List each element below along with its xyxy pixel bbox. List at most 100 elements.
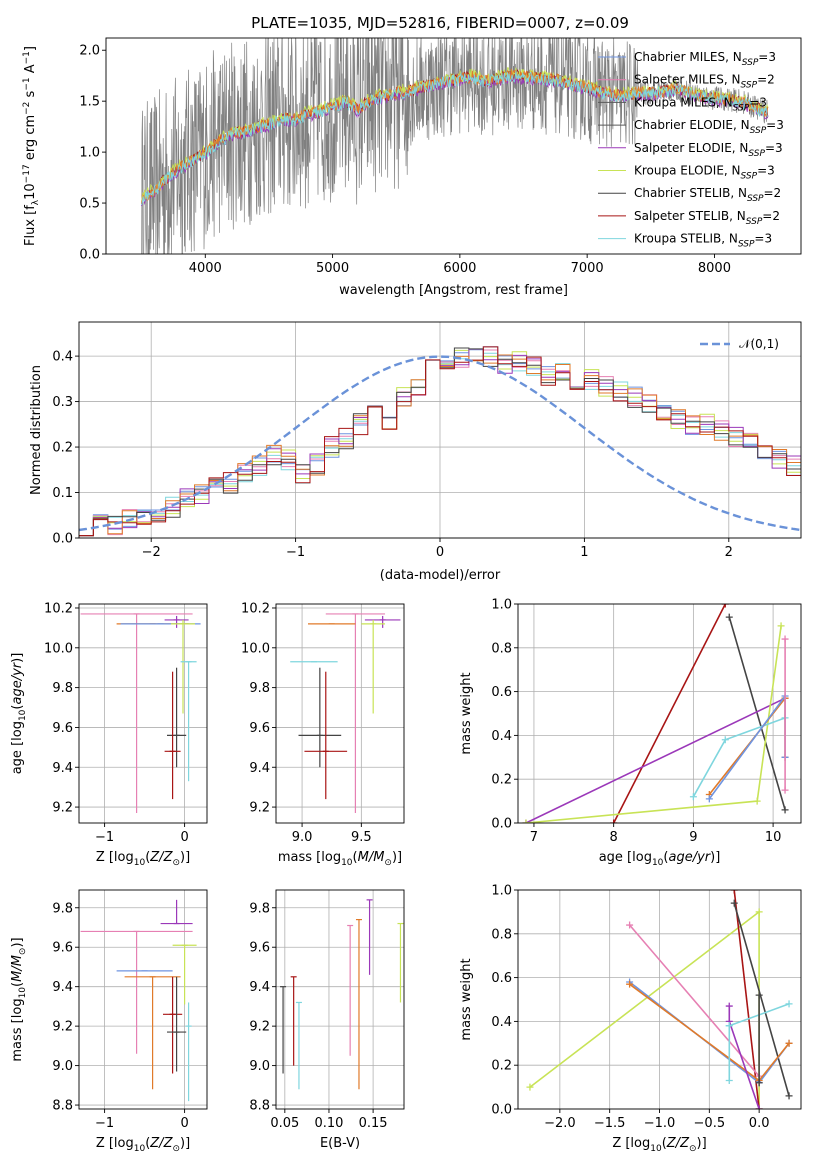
- mass-vs-ebv-panel: 0.05 0.10 0.15 8.8 9.0 9.2 9.4 9.6 9.8 E(B-V): [249, 889, 405, 1151]
- y-tick-label: 0.4: [491, 729, 512, 744]
- axes-frame: [105, 37, 802, 255]
- legend-entry: Chabrier STELIB, NSSP=2: [634, 186, 781, 204]
- y-tick-label: 0.4: [52, 350, 73, 365]
- y-tick-label: 9.8: [249, 901, 270, 916]
- weight-marker: [610, 819, 618, 823]
- y-tick-label: 0.6: [491, 971, 512, 986]
- y-tick-label: 0.5: [79, 197, 100, 212]
- weight-marker: [785, 1039, 793, 1047]
- x-tick-label: 7000: [571, 261, 604, 276]
- salpeter-miles-model: [141, 68, 769, 205]
- residual-histogram: [79, 349, 801, 537]
- x-tick-label: −1: [95, 830, 114, 845]
- y-tick-label: 0.3: [52, 395, 73, 410]
- x-tick-label: −1.0: [644, 1116, 676, 1131]
- y-tick-label: 0.8: [491, 927, 512, 942]
- x-tick-label: 1: [580, 545, 588, 560]
- age-vs-metallicity-panel: −1 0 9.2 9.4 9.6 9.8 10.0 10.2 Z [log10(Z/Z⊙)] ag…: [10, 601, 208, 868]
- weight-marker: [753, 797, 761, 805]
- y-tick-label: 1.0: [491, 884, 512, 899]
- salpeter-elodie-model: [141, 71, 769, 207]
- residual-panel: −2 −1 0 1 2 0.0 0.1 0.2 0.3 0.4 𝒩(0,1) (data-model)…: [29, 321, 802, 583]
- x-tick-label: −1: [95, 1116, 114, 1131]
- legend-entry: Chabrier MILES, NSSP=3: [634, 50, 776, 68]
- x-tick-label: 8: [610, 830, 618, 845]
- x-tick-label: −2: [142, 545, 161, 560]
- y-tick-label: 1.0: [491, 598, 512, 613]
- weight-marker: [730, 890, 738, 894]
- y-tick-label: 10.2: [44, 601, 73, 616]
- y-tick-label: 9.4: [52, 761, 73, 776]
- weight-marker: [777, 622, 785, 630]
- axes-frame: [517, 603, 802, 824]
- legend-entry: Kroupa ELODIE, NSSP=3: [634, 164, 775, 182]
- axes-frame: [78, 889, 208, 1110]
- y-tick-label: 9.8: [52, 681, 73, 696]
- residual-histogram: [79, 346, 801, 537]
- y-tick-label: 0.2: [491, 773, 512, 788]
- figure-title: PLATE=1035, MJD=52816, FIBERID=0007, z=0…: [251, 14, 629, 32]
- weight-marker: [522, 819, 530, 823]
- weight-series-line: [612, 604, 727, 823]
- y-tick-label: 10.0: [44, 641, 73, 656]
- x-axis-label: E(B-V): [320, 1136, 360, 1151]
- y-tick-label: 9.6: [249, 941, 270, 956]
- weight-marker: [785, 1092, 793, 1100]
- x-tick-label: 0.15: [359, 1116, 388, 1131]
- plot-area: [280, 899, 404, 1090]
- axes-frame: [78, 321, 802, 539]
- y-axis-label: mass [log10(M/M⊙)]: [10, 937, 28, 1061]
- x-tick-label: −1: [286, 545, 305, 560]
- plot-area: [526, 890, 793, 1109]
- legend-entry: Salpeter ELODIE, NSSP=3: [634, 141, 783, 159]
- legend-entry: Kroupa STELIB, NSSP=3: [634, 232, 772, 250]
- y-axis-label: age [log10(age/yr)]: [10, 653, 28, 775]
- x-tick-label: 6000: [443, 261, 476, 276]
- weight-marker: [705, 795, 713, 803]
- weight-series-line: [728, 616, 786, 811]
- residual-histogram: [79, 354, 801, 537]
- x-tick-label: 0.0: [749, 1116, 770, 1131]
- y-axis-label: Flux [fλ10−17 erg cm−2 s−1 A−1]: [22, 46, 41, 246]
- y-tick-label: 0.4: [491, 1015, 512, 1030]
- x-axis-label: Z [log10(Z/Z⊙)]: [96, 1136, 190, 1154]
- y-tick-label: 9.0: [249, 1059, 270, 1074]
- weight-marker: [785, 1000, 793, 1008]
- y-axis-label: mass weight: [459, 672, 474, 754]
- weight-marker: [755, 908, 763, 916]
- x-tick-label: 0: [180, 1116, 188, 1131]
- y-tick-label: 0.0: [79, 248, 100, 263]
- y-tick-label: 1.0: [79, 146, 100, 161]
- y-tick-label: 0.0: [491, 1103, 512, 1118]
- y-tick-label: 9.2: [249, 1020, 270, 1035]
- weight-vs-age-panel: 7 8 9 10 0.0 0.2 0.4 0.6 0.8 1.0 age [log10(age/yr…: [459, 598, 802, 868]
- spectrum-panel: 4000 5000 6000 7000 8000 0.0 0.5 1.0 1.5 2.0 wavel…: [22, 37, 802, 298]
- legend-entry: 𝒩(0,1): [739, 337, 779, 351]
- plot-area: [522, 604, 789, 823]
- weight-series-line: [733, 902, 790, 1097]
- weight-marker: [526, 1083, 534, 1091]
- plot-area: [80, 613, 201, 814]
- y-tick-label: 9.4: [52, 980, 73, 995]
- weight-marker: [725, 1002, 733, 1010]
- residual-histogram: [79, 349, 801, 537]
- y-tick-label: 9.8: [52, 901, 73, 916]
- y-tick-label: 9.4: [249, 980, 270, 995]
- weight-marker: [755, 991, 763, 999]
- weight-vs-metallicity-panel: −2.0 −1.5 −1.0 −0.5 0.0 0.0 0.2 0.4 0.6 0.8 1.0 Z […: [459, 884, 802, 1154]
- y-tick-label: 9.8: [249, 681, 270, 696]
- y-tick-label: 9.2: [249, 801, 270, 816]
- x-tick-label: 10: [765, 830, 782, 845]
- x-tick-label: 0: [436, 545, 444, 560]
- weight-marker: [626, 921, 634, 929]
- x-tick-label: 0.10: [314, 1116, 343, 1131]
- x-tick-label: 9: [689, 830, 697, 845]
- x-tick-label: 8000: [698, 261, 731, 276]
- weight-marker: [721, 736, 729, 744]
- axes-frame: [275, 889, 405, 1110]
- weight-marker: [730, 899, 738, 907]
- y-tick-label: 9.2: [52, 801, 73, 816]
- x-tick-label: −0.5: [694, 1116, 726, 1131]
- weight-marker: [781, 786, 789, 794]
